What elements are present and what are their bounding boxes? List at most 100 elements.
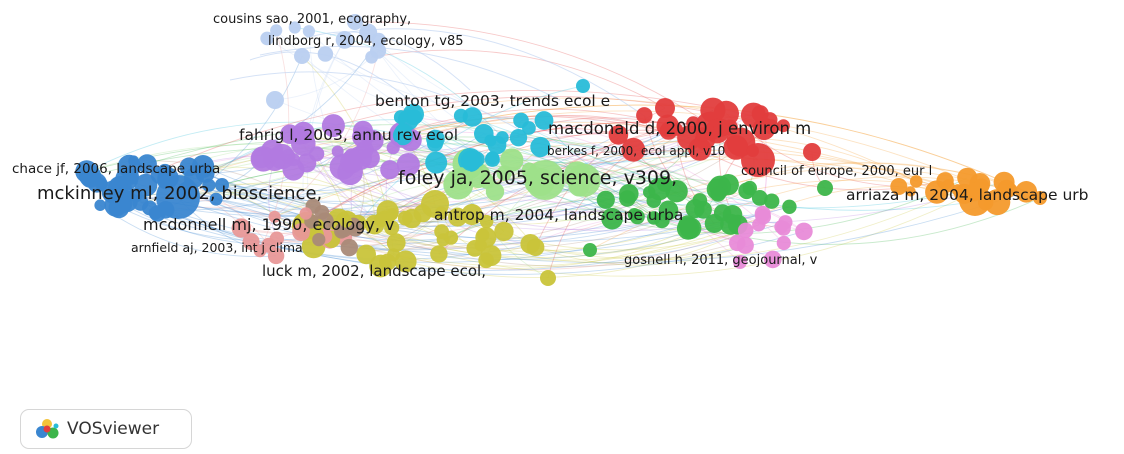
network-node[interactable] — [353, 120, 373, 141]
node-label-mckinney[interactable]: mckinney ml, 2002, bioscience, — [37, 183, 322, 204]
network-node[interactable] — [448, 207, 468, 227]
network-node[interactable] — [397, 210, 413, 226]
network-node[interactable] — [450, 167, 473, 190]
network-node[interactable] — [387, 248, 400, 262]
network-node[interactable] — [601, 207, 623, 230]
network-node[interactable] — [292, 223, 311, 242]
network-node[interactable] — [270, 24, 283, 37]
network-node[interactable] — [312, 233, 326, 247]
network-node[interactable] — [643, 186, 656, 199]
node-label-macdonald[interactable]: macdonald d, 2000, j environ m — [548, 119, 811, 138]
network-node[interactable] — [746, 144, 760, 157]
network-node[interactable] — [752, 218, 766, 232]
network-node[interactable] — [317, 46, 334, 62]
network-node[interactable] — [462, 107, 483, 127]
network-node[interactable] — [776, 119, 790, 133]
network-node[interactable] — [453, 108, 468, 123]
network-node[interactable] — [365, 50, 378, 64]
node-label-mcdonnell[interactable]: mcdonnell mj, 1990, ecology, v — [143, 215, 394, 234]
network-node[interactable] — [157, 173, 173, 189]
network-node[interactable] — [394, 250, 417, 273]
network-node[interactable] — [268, 210, 281, 223]
network-node[interactable] — [978, 194, 994, 211]
network-node[interactable] — [344, 148, 360, 165]
network-node[interactable] — [339, 215, 353, 228]
node-label-berkes[interactable]: berkes f, 2000, ecol appl, v10 — [547, 144, 725, 158]
network-node[interactable] — [340, 238, 358, 257]
network-node[interactable] — [242, 233, 260, 251]
network-node[interactable] — [137, 154, 157, 174]
network-node[interactable] — [80, 168, 100, 188]
network-node[interactable] — [713, 204, 732, 222]
network-node[interactable] — [380, 160, 400, 180]
network-node[interactable] — [231, 218, 251, 238]
network-node[interactable] — [334, 224, 349, 239]
network-node[interactable] — [1005, 183, 1018, 196]
network-node[interactable] — [764, 250, 782, 269]
network-node[interactable] — [655, 98, 675, 118]
network-node[interactable] — [394, 123, 412, 141]
network-node[interactable] — [386, 233, 406, 253]
network-node[interactable] — [695, 127, 711, 142]
network-node[interactable] — [670, 123, 684, 136]
network-node[interactable] — [496, 165, 512, 181]
network-node[interactable] — [525, 176, 541, 193]
network-node[interactable] — [179, 157, 199, 177]
network-node[interactable] — [951, 184, 964, 197]
network-node[interactable] — [596, 190, 615, 209]
network-node[interactable] — [384, 220, 400, 236]
network-node[interactable] — [253, 244, 267, 258]
network-node[interactable] — [128, 155, 140, 167]
network-node[interactable] — [751, 190, 768, 206]
network-node[interactable] — [478, 252, 494, 269]
network-node[interactable] — [692, 193, 708, 208]
network-node[interactable] — [957, 167, 978, 188]
network-node[interactable] — [427, 135, 443, 152]
network-node[interactable] — [396, 153, 420, 177]
network-node[interactable] — [111, 176, 128, 192]
network-node[interactable] — [583, 243, 597, 257]
network-node[interactable] — [576, 79, 590, 93]
network-node[interactable] — [909, 175, 923, 188]
network-node[interactable] — [386, 141, 400, 155]
node-label-foley[interactable]: foley ja, 2005, science, v309, — [398, 167, 677, 189]
network-node[interactable] — [371, 32, 387, 48]
network-node[interactable] — [260, 31, 274, 46]
network-node[interactable] — [288, 21, 301, 34]
network-node[interactable] — [113, 194, 133, 214]
network-node[interactable] — [181, 180, 193, 192]
network-node[interactable] — [733, 255, 747, 269]
network-node[interactable] — [803, 143, 821, 161]
network-node[interactable] — [202, 178, 216, 192]
network-node[interactable] — [647, 211, 661, 225]
network-node[interactable] — [434, 206, 448, 220]
network-node[interactable] — [764, 193, 780, 209]
node-label-arriaza[interactable]: arriaza m, 2004, landscape urb — [846, 186, 1089, 204]
network-node[interactable] — [521, 162, 538, 178]
node-label-fahrig[interactable]: fahrig l, 2003, annu rev ecol — [239, 126, 458, 144]
network-node[interactable] — [737, 222, 754, 239]
network-node[interactable] — [94, 199, 106, 211]
network-node[interactable] — [763, 119, 779, 135]
node-label-gosnell[interactable]: gosnell h, 2011, geojournal, v — [624, 253, 818, 268]
network-node[interactable] — [309, 146, 325, 162]
network-node[interactable] — [356, 244, 377, 265]
network-node[interactable] — [290, 125, 309, 145]
network-node[interactable] — [128, 188, 143, 203]
network-node[interactable] — [774, 220, 788, 234]
node-label-council[interactable]: council of europe, 2000, eur l — [741, 164, 932, 179]
network-node[interactable] — [393, 110, 408, 125]
network-node[interactable] — [95, 177, 108, 191]
network-node[interactable] — [795, 222, 813, 241]
network-node[interactable] — [314, 205, 330, 220]
network-node[interactable] — [782, 199, 797, 214]
network-node[interactable] — [294, 48, 310, 64]
network-node[interactable] — [722, 119, 738, 136]
network-node[interactable] — [425, 151, 448, 174]
network-node[interactable] — [266, 91, 284, 109]
network-node[interactable] — [321, 114, 345, 138]
network-node[interactable] — [468, 151, 485, 168]
network-node[interactable] — [479, 173, 495, 189]
network-node[interactable] — [215, 178, 229, 192]
network-node[interactable] — [619, 190, 636, 207]
